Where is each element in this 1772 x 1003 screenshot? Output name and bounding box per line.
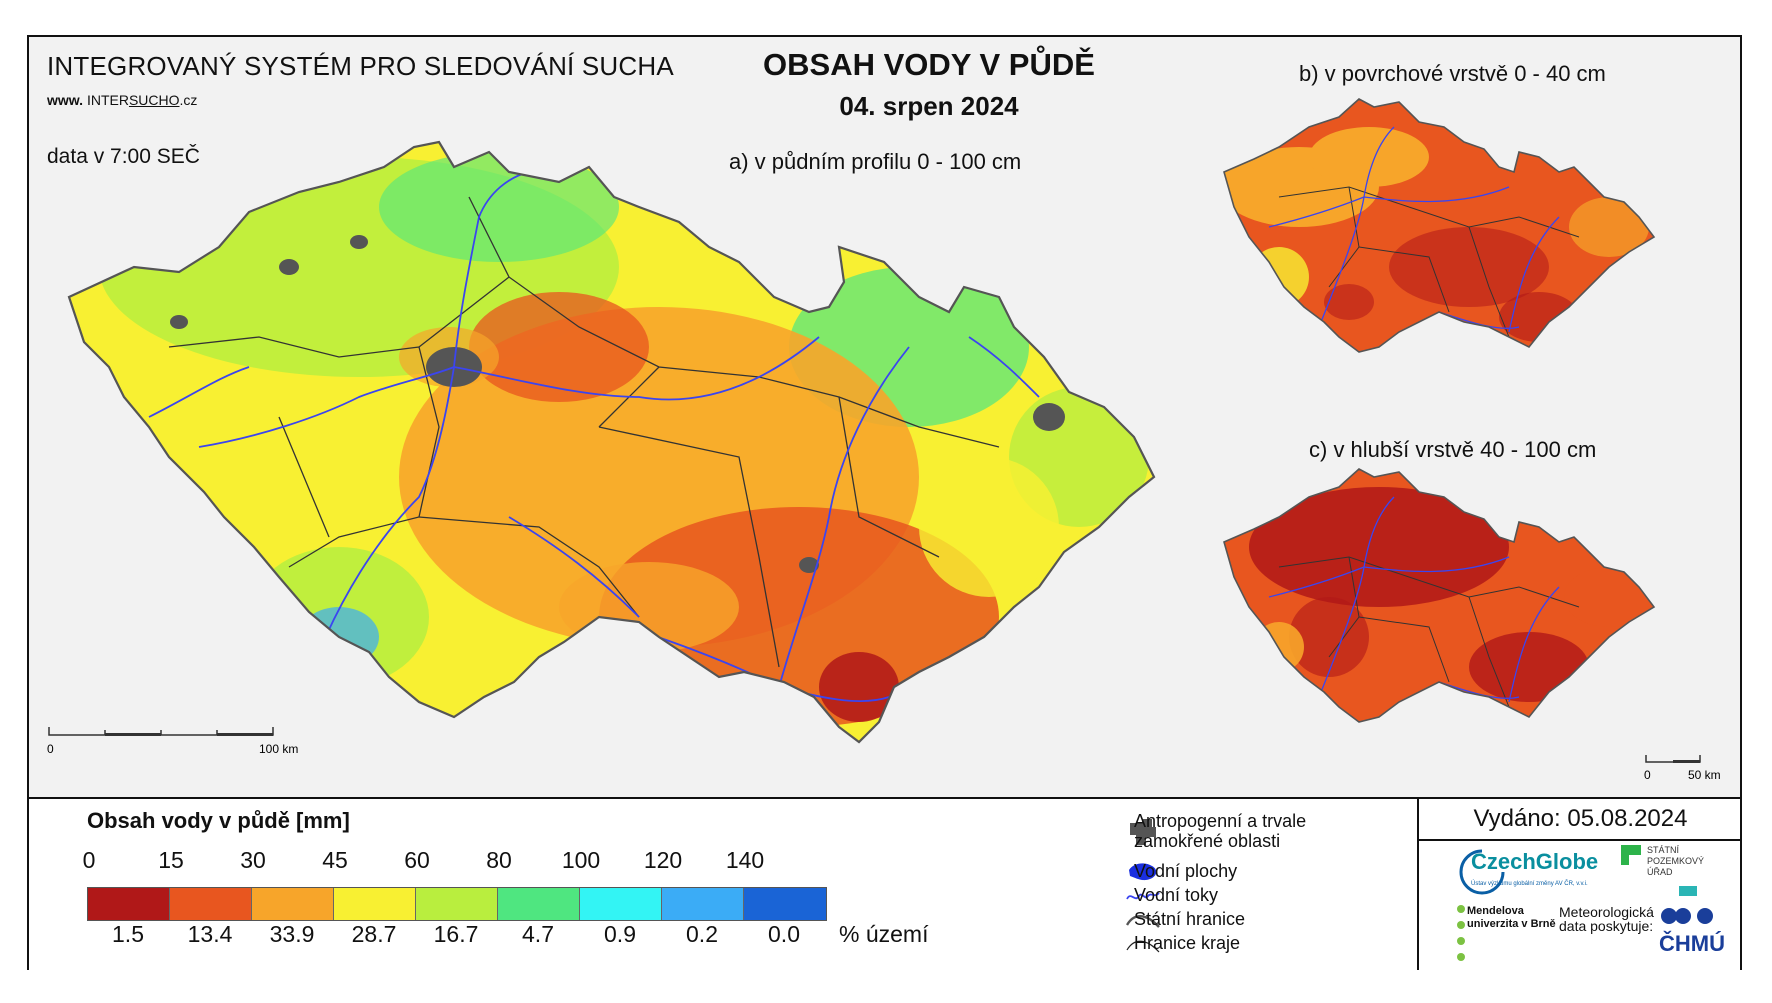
legend-percentage: 33.9 [269,921,315,947]
website-suffix: .cz [179,92,198,108]
map-c-label: c) v hlubší vrstvě 40 - 100 cm [1309,437,1597,462]
website-link[interactable]: www. INTERSUCHO.cz [47,92,197,108]
main-map [67,140,1156,744]
scale-small-end: 50 km [1688,768,1721,782]
water-body-icon [1129,863,1157,881]
legend-percentage: 0.2 [686,921,718,947]
legend-tick-label: 0 [82,847,96,873]
legend-tick-label: 60 [404,847,430,873]
chmu-logo-icon [1661,908,1713,924]
legend-percentage: 16.7 [433,921,479,947]
legend-percentage: 0.9 [604,921,636,947]
data-time: data v 7:00 SEČ [47,145,200,168]
scale-main-end: 100 km [259,742,298,756]
map-a-label: a) v půdním profilu 0 - 100 cm [729,149,1022,174]
legend-percentage: 13.4 [187,921,233,947]
urban-area-icon [1130,819,1156,845]
legend-tick-label: 80 [486,847,512,873]
legend-tick-label: 30 [240,847,266,873]
legend-panel: Obsah vody v půdě [mm] 0 15 30 45 60 80 100 120… [29,797,1742,970]
legend-percentage: 0.0 [768,921,800,947]
small-scale-bar: 0 50 km [1644,755,1721,782]
legend-color-swatch [170,888,252,920]
legend-percentage: 4.7 [522,921,554,947]
mendel-dots-icon [1457,905,1465,961]
chmu-logo: ČHMÚ [1659,931,1725,956]
czechglobe-subtitle: Ústav výzkumu globální změny AV ČR, v.v.… [1471,881,1588,887]
legend-color-swatch [416,888,498,920]
legend-tick-label: 140 [725,847,765,873]
legend-color-swatch [744,888,826,920]
website-inter: INTER [86,92,129,108]
issued-date: Vydáno: 05.08.2024 [1419,799,1742,841]
date-title: 04. srpen 2024 [839,91,1019,121]
deep-layer-map [1223,468,1656,723]
issued-panel: Vydáno: 05.08.2024 CzechGlobe Ústav výzk… [1417,799,1742,970]
symbol-label-river: Vodní toky [1134,885,1219,905]
legend-color-swatch [662,888,744,920]
legend-color-swatch [334,888,416,920]
mendel-logo: Mendelova univerzita v Brně [1467,905,1556,930]
spu-accent-icon [1679,886,1697,896]
legend-color-swatch [88,888,170,920]
czechglobe-logo-icon [1459,849,1505,895]
system-title: INTEGROVANÝ SYSTÉM PRO SLEDOVÁNÍ SUCHA [47,51,674,81]
spu-logo-icon [1621,845,1641,865]
legend-tick-label: 100 [561,847,601,873]
czechglobe-logo: CzechGlobe [1471,849,1599,874]
legend-color-swatch [580,888,662,920]
map-b-label: b) v povrchové vrstvě 0 - 40 cm [1299,61,1606,86]
website-sucho: SUCHO [128,92,180,108]
meteo-data-provider: Meteorologická data poskytuje: [1559,904,1654,934]
legend-tick-label: 45 [322,847,348,873]
percent-unit: % území [839,921,929,947]
legend-percentage: 1.5 [112,921,144,947]
main-scale-bar: 0 100 km [47,727,298,756]
website-prefix: www. [47,92,84,108]
legend-color-swatch [252,888,334,920]
main-title: OBSAH VODY V PŮDĚ [763,47,1095,82]
symbol-label-state-border: Státní hranice [1134,909,1246,929]
symbol-label-region-border: Hranice kraje [1134,933,1241,953]
scale-small-start: 0 [1644,768,1651,782]
legend-tick-label: 15 [158,847,184,873]
legend-percentage: 28.7 [351,921,397,947]
surface-layer-map [1223,98,1656,353]
legend-colorbar [87,887,827,921]
legend-title: Obsah vody v půdě [mm] [87,808,350,833]
map-frame: INTEGROVANÝ SYSTÉM PRO SLEDOVÁNÍ SUCHA w… [27,35,1742,970]
river-icon [1126,892,1160,900]
scale-main-start: 0 [47,742,54,756]
map-area: INTEGROVANÝ SYSTÉM PRO SLEDOVÁNÍ SUCHA w… [29,37,1740,797]
legend-tick-label: 120 [643,847,683,873]
symbol-label-water: Vodní plochy [1134,861,1238,881]
spu-logo: STÁTNÍ POZEMKOVÝ ÚŘAD [1647,845,1705,877]
legend-color-swatch [498,888,580,920]
region-border-icon [1126,940,1160,953]
state-border-icon [1126,915,1160,928]
symbol-label-urban: Antropogenní a trvale zamokřené oblasti [1134,811,1307,851]
